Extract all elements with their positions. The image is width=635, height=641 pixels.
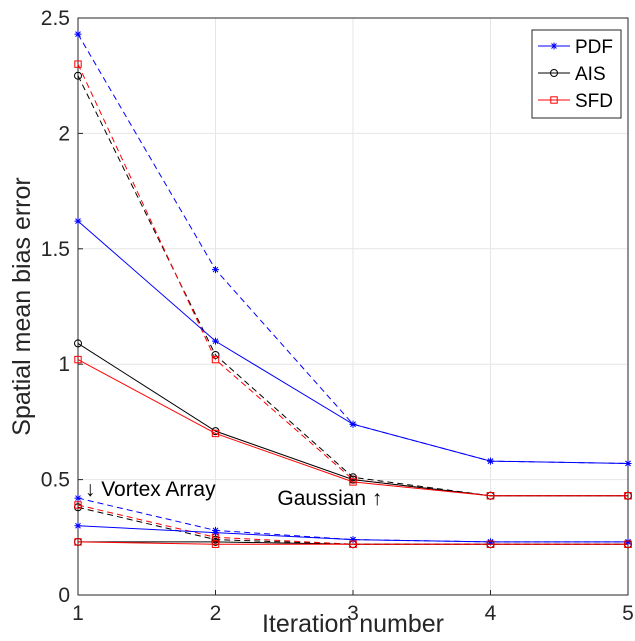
series-vortex-array-pdf-solid [74,522,632,546]
series-gaussian-sfd-solid [74,355,632,500]
data-point [624,492,632,500]
y-tick-label: 0 [58,584,70,607]
data-point [349,420,357,428]
data-point [74,501,82,509]
data-point [212,266,219,274]
data-point [211,540,220,548]
data-point [74,355,82,364]
series-vortex-array-sfd-solid [74,538,632,548]
y-tick-label: 0.5 [41,469,70,492]
y-axis-title: Spatial mean bias error [8,177,36,435]
data-point [74,60,82,68]
legend: PDF AIS SFD [531,29,622,119]
legend-label: SFD [575,91,613,112]
data-point [74,30,82,38]
x-tick-label: 3 [347,602,359,625]
data-point [74,339,82,348]
annotation-label: ↓ Vortex Array [85,478,216,501]
data-point [349,536,357,544]
data-point [74,494,82,502]
legend-marker [550,42,558,50]
data-point [487,457,494,465]
data-point [74,522,82,530]
data-point [624,459,632,467]
series-layer [74,30,632,549]
data-point [74,217,82,225]
series-line [77,75,628,497]
data-point [349,478,357,486]
series-line [77,33,629,464]
data-point [624,540,632,548]
legend-label: AIS [575,64,606,85]
legend-marker [550,69,558,77]
data-point [349,540,357,548]
data-point [487,538,494,546]
legend-box [531,29,622,119]
legend-marker [550,96,558,104]
data-point [486,540,495,548]
annotations: ↓ Vortex Array Gaussian ↑ [85,478,383,510]
x-tick-label: 4 [485,602,497,625]
y-tick-label: 2.5 [41,7,70,30]
series-line [77,359,628,497]
data-point [624,538,632,546]
x-tick-label: 5 [622,602,634,625]
y-tick-label: 1 [58,353,70,376]
data-point [211,355,220,364]
data-point [486,492,495,500]
annotation-label: Gaussian ↑ [277,487,382,510]
axis-ticks: 1 2 3 4 5 0 0.5 1 1.5 2 2.5 [41,7,634,625]
x-tick-label: 1 [72,602,84,625]
x-tick-label: 2 [210,602,222,625]
y-tick-label: 2 [58,122,70,145]
data-point [212,529,219,537]
data-point [74,538,82,546]
series-gaussian-pdf-solid [74,217,632,467]
data-point [212,337,219,345]
data-point [211,429,220,438]
y-tick-label: 1.5 [41,238,70,261]
x-axis-title: Iteration number [262,610,444,638]
data-point [74,71,82,80]
series-line [77,541,628,545]
legend-label: PDF [575,37,613,58]
